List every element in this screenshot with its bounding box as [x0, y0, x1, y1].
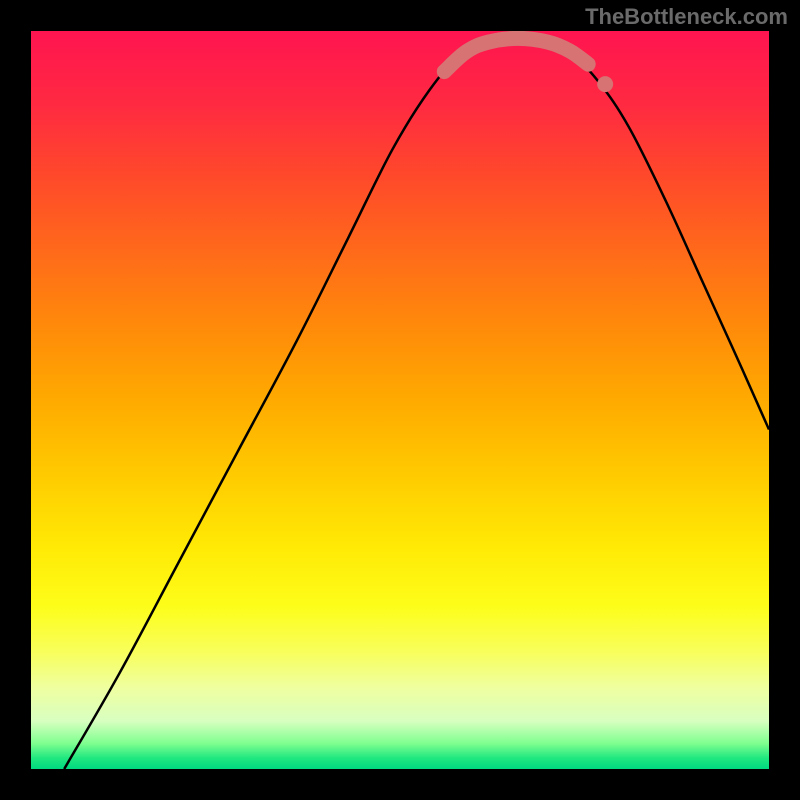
plot-area	[31, 31, 769, 769]
highlight-dot	[597, 76, 613, 92]
attribution-text: TheBottleneck.com	[585, 4, 788, 30]
highlight-segment	[444, 38, 588, 71]
curve-layer	[31, 31, 769, 769]
bottleneck-curve	[64, 38, 769, 769]
